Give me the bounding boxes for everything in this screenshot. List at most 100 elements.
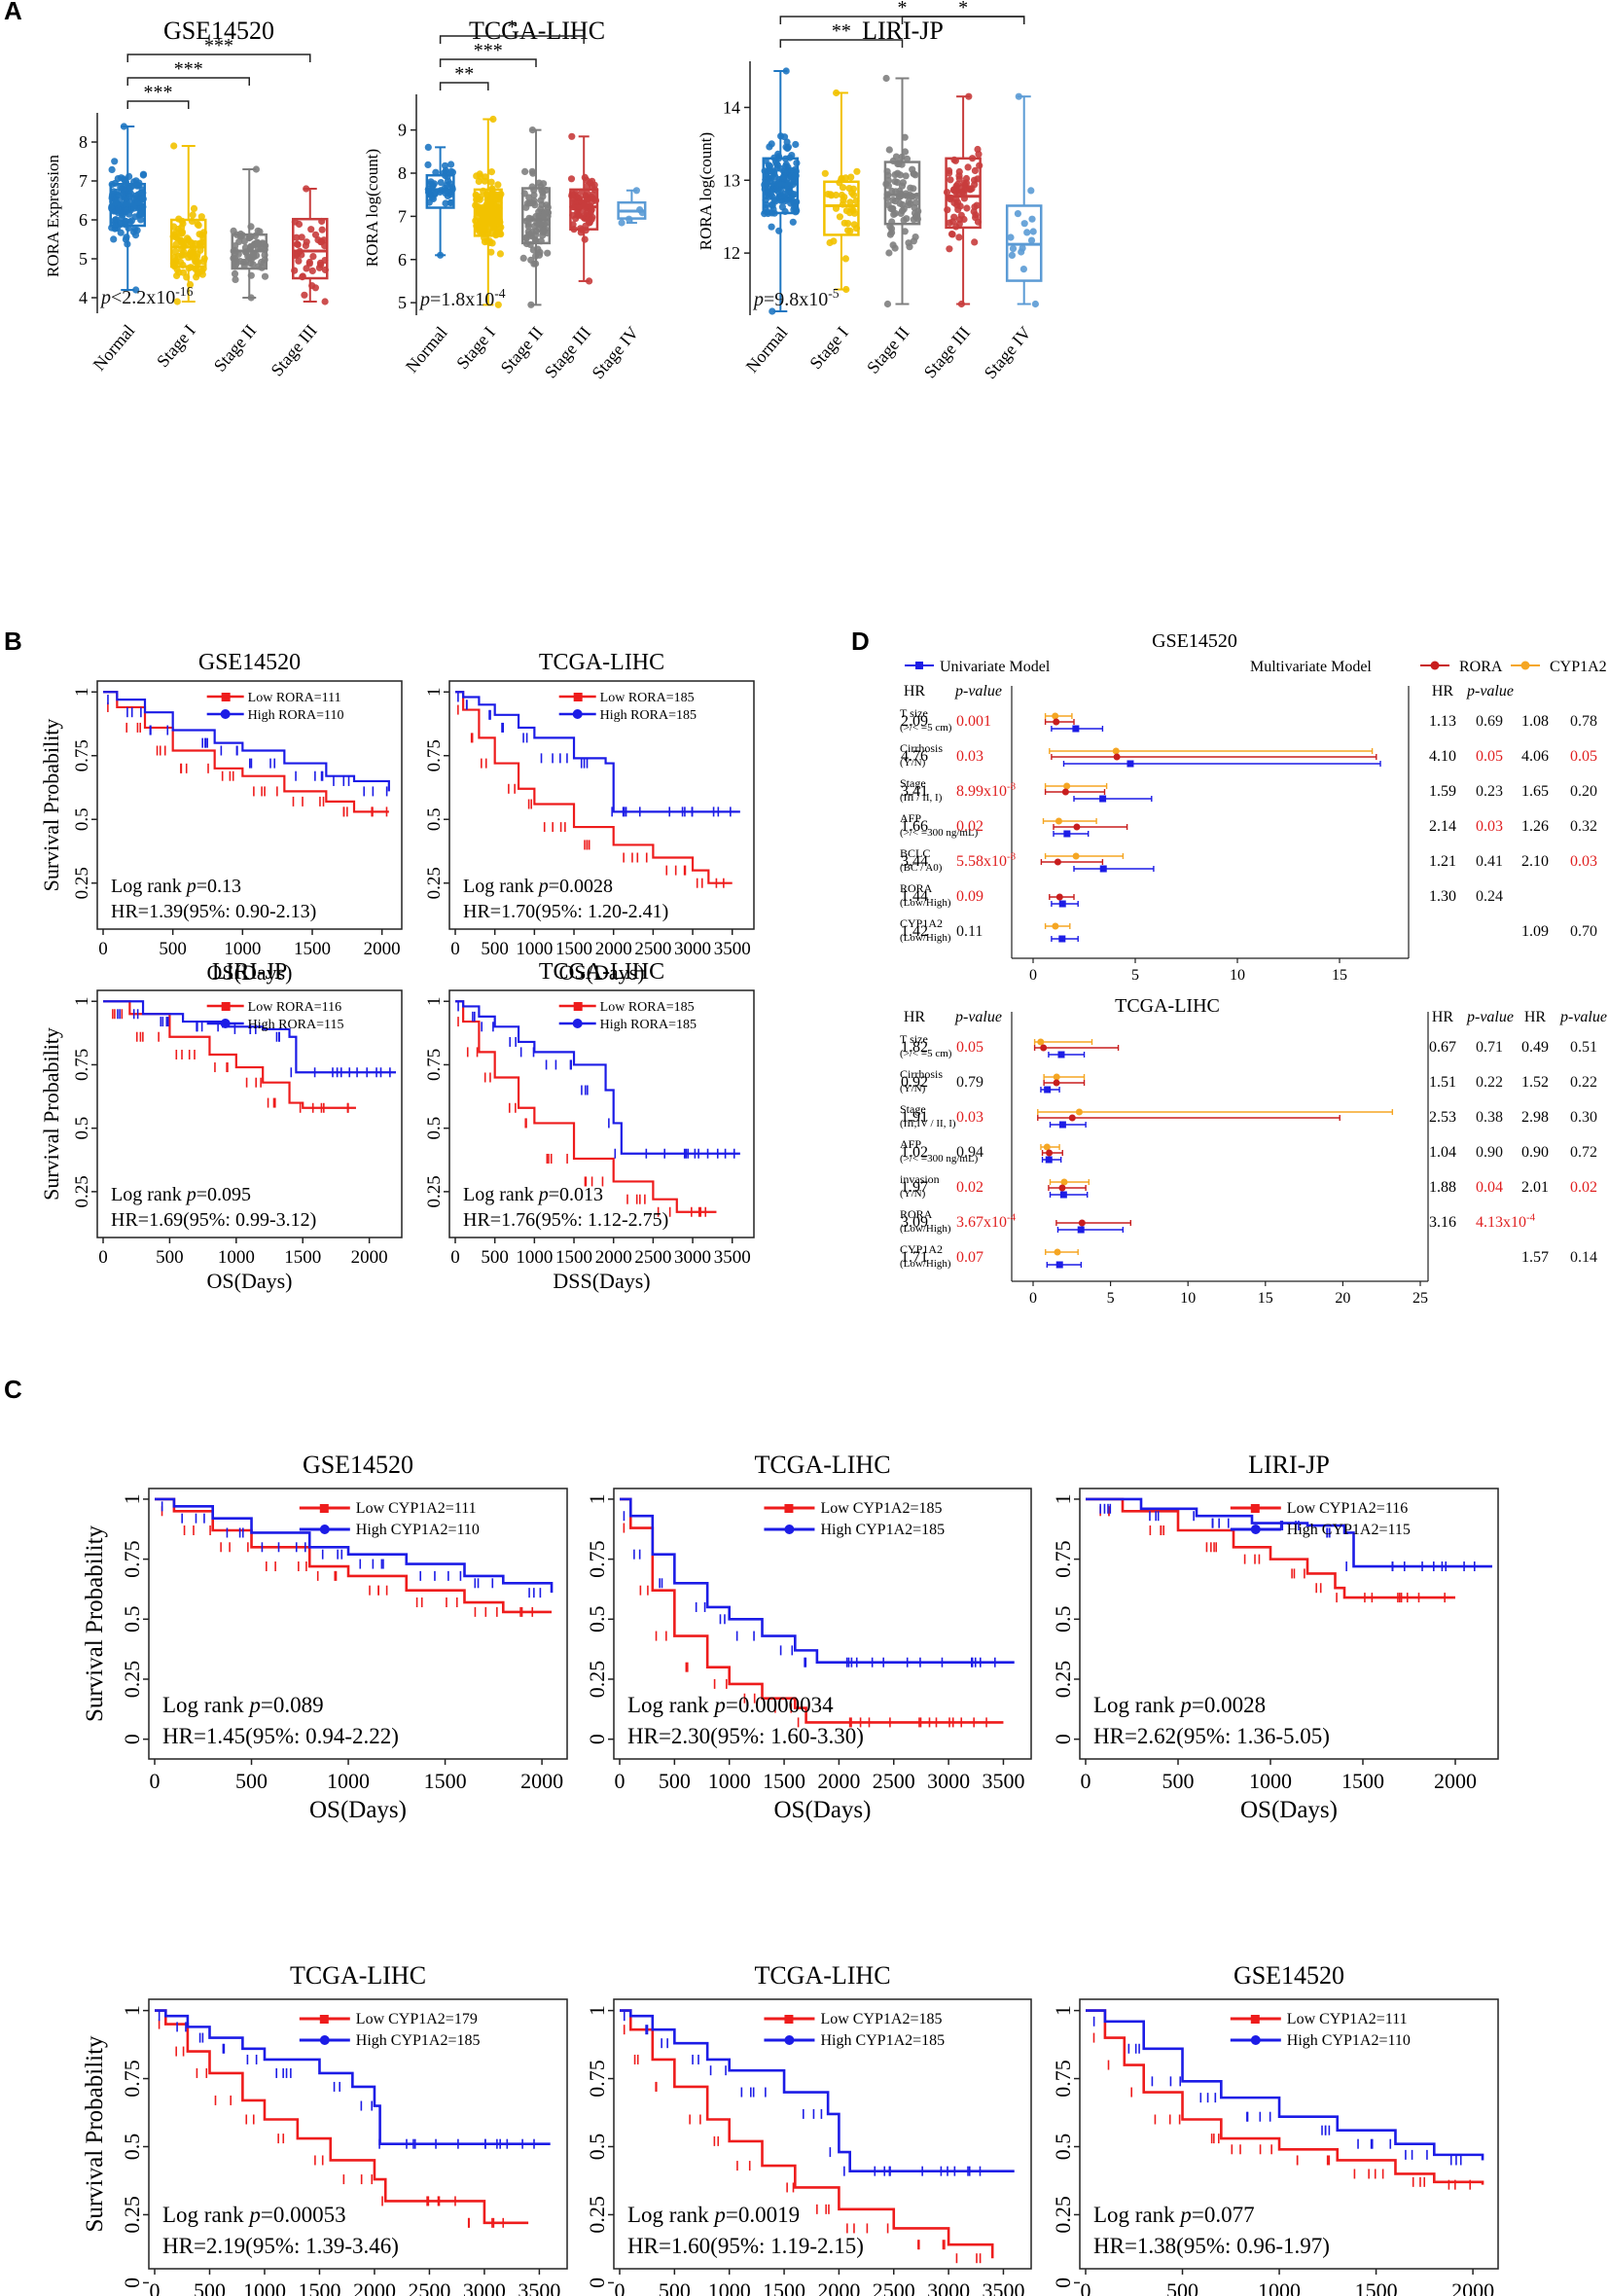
legend-label: Low CYP1A2=111: [1287, 2011, 1408, 2027]
y-tick-label: 6: [398, 250, 407, 269]
y-tick-label: 0.25: [1051, 2196, 1075, 2234]
iqr-box: [520, 187, 552, 245]
y-tick-label: 0.25: [424, 1175, 445, 1207]
data-point: [117, 229, 125, 236]
chart-title: LIRI-JP: [212, 959, 287, 985]
row-hr: 3.44: [901, 853, 928, 870]
row-variable: RORA: [900, 1207, 933, 1221]
row-variable: RORA: [900, 881, 933, 895]
x-tick-label: 1500: [763, 2278, 805, 2296]
data-point: [780, 133, 789, 141]
y-tick-label: 1: [120, 2005, 144, 2016]
data-point: [1014, 210, 1021, 218]
data-point: [197, 240, 204, 248]
y-tick-label: 0.75: [585, 1540, 609, 1578]
data-point: [905, 197, 912, 205]
rora-point: [1078, 1219, 1086, 1227]
chart-title: GSE14520: [198, 650, 301, 675]
data-point: [821, 169, 829, 177]
legend-marker: [784, 2035, 795, 2045]
row-variable-detail: (>/< =5 cm): [900, 722, 952, 734]
x-tick-label: 1000: [516, 1247, 553, 1268]
data-point: [844, 220, 852, 228]
row-variable-detail: (Low/High): [900, 1258, 951, 1270]
data-point: [126, 183, 134, 192]
data-point: [950, 213, 958, 221]
row-hr-cyp: 1.08: [1521, 713, 1549, 730]
censor-marks: [457, 704, 725, 888]
univariate-point: [1126, 760, 1134, 768]
km-plot-C5: TCGA-LIHC0500100015002000250030003500PFI…: [585, 1961, 1032, 2296]
legend-marker: [319, 1504, 329, 1513]
row-variable-detail: (Low/High): [900, 932, 951, 944]
rora-point: [1068, 1114, 1076, 1122]
x-tick-label: 2500: [408, 2278, 450, 2296]
row-variable: Cirrhosis: [900, 1067, 943, 1081]
data-point: [579, 199, 587, 207]
legend-label: Multivariate Model: [1250, 659, 1372, 675]
row-p-cyp: 0.78: [1570, 713, 1597, 730]
forest-row: AFP (>/< =300 ng/mL)1.02 0.94 1.04 0.90 0.90 0…: [900, 1137, 1597, 1165]
data-point: [573, 209, 582, 217]
data-point: [839, 184, 847, 192]
x-tick-label: 1000: [243, 2278, 286, 2296]
cyp1a2-point: [1063, 782, 1071, 790]
data-point: [769, 307, 776, 315]
data-point: [766, 143, 773, 151]
data-point: [430, 180, 438, 188]
legend-label: High RORA=115: [248, 1018, 344, 1032]
hazard-ratio-label: HR=1.60(95%: 1.19-2.15): [627, 2234, 864, 2258]
y-tick-label: 0.25: [585, 2196, 609, 2234]
data-point: [532, 228, 540, 235]
y-tick-label: 12: [723, 243, 740, 263]
y-tick-label: 5: [398, 293, 407, 312]
x-tick-label: 5: [1131, 967, 1139, 984]
cyp1a2-point: [1055, 817, 1062, 825]
x-tick-label: 10: [1230, 967, 1245, 984]
data-point: [494, 301, 502, 308]
data-point: [189, 211, 197, 219]
x-tick-label: 0: [450, 939, 460, 959]
data-point: [197, 213, 205, 221]
survival-curve-low: [155, 1497, 553, 1614]
plot-frame: [1079, 1488, 1499, 1760]
data-point: [125, 172, 133, 180]
plot-frame: [613, 1488, 1032, 1760]
censor-marks: [161, 1501, 542, 1598]
x-tick-label: 0: [615, 2278, 626, 2296]
x-tick-label: 2500: [873, 2278, 915, 2296]
data-point: [896, 199, 904, 207]
iqr-box: [569, 188, 599, 231]
survival-curve-high: [455, 1000, 740, 1155]
y-tick-label: 1: [120, 1493, 144, 1504]
y-tick-label: 0: [585, 1734, 609, 1744]
hazard-ratio-label: HR=1.38(95%: 0.96-1.97): [1093, 2234, 1330, 2258]
forest-row: Stage (III,IV / II, I)1.91 0.03 2.53 0.38 2.9…: [900, 1102, 1597, 1130]
data-point: [791, 203, 799, 211]
panel-label-a: A: [4, 0, 22, 25]
data-point: [254, 227, 262, 234]
data-point: [481, 177, 488, 185]
data-point: [975, 150, 983, 158]
row-hr-cyp: 2.98: [1521, 1109, 1549, 1126]
log-rank-label: Log rank p=0.00053: [162, 2203, 346, 2227]
data-point: [119, 190, 126, 197]
data-point: [318, 226, 326, 233]
data-point: [1029, 228, 1037, 235]
univariate-point: [1059, 1191, 1067, 1199]
panel-d: GSE14520 Univariate Model Multivariate Mod…: [900, 630, 1607, 1307]
x-tick-label: 3000: [927, 2278, 970, 2296]
significance-stars: ***: [204, 35, 233, 56]
forest-title: TCGA-LIHC: [1115, 995, 1220, 1017]
x-tick-label: Stage II: [496, 323, 547, 377]
legend-marker: [220, 1019, 231, 1028]
chart-title: TCGA-LIHC: [539, 650, 664, 675]
x-tick-label: 1500: [294, 939, 331, 959]
data-point: [1019, 244, 1026, 252]
univariate-point: [1099, 795, 1107, 803]
x-tick-label: 1000: [327, 1769, 370, 1793]
data-point: [892, 153, 901, 161]
row-hr-rora: 0.67: [1429, 1039, 1456, 1056]
row-hr: 4.76: [901, 748, 928, 765]
